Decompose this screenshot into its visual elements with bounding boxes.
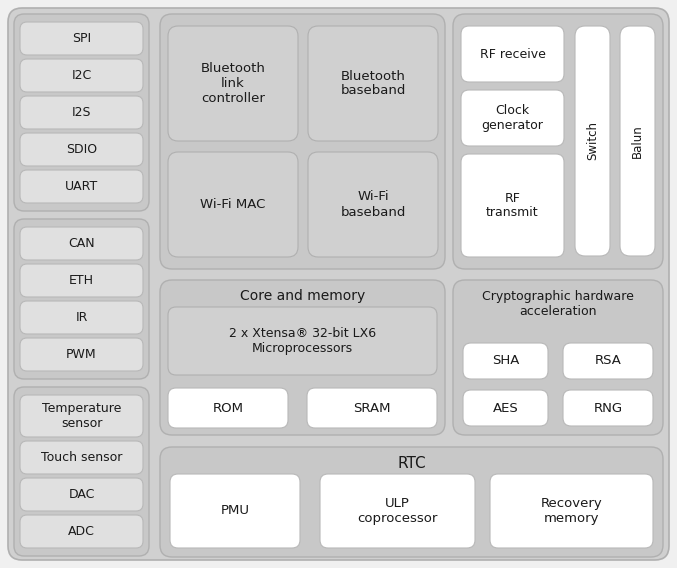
Text: Core and memory: Core and memory	[240, 289, 365, 303]
Text: Bluetooth
baseband: Bluetooth baseband	[341, 69, 406, 98]
Text: I2C: I2C	[71, 69, 91, 82]
FancyBboxPatch shape	[20, 441, 143, 474]
FancyBboxPatch shape	[14, 387, 149, 556]
Text: RSA: RSA	[594, 354, 621, 367]
FancyBboxPatch shape	[453, 280, 663, 435]
Text: SRAM: SRAM	[353, 402, 391, 415]
FancyBboxPatch shape	[461, 154, 564, 257]
Text: DAC: DAC	[68, 488, 95, 501]
FancyBboxPatch shape	[20, 338, 143, 371]
FancyBboxPatch shape	[168, 152, 298, 257]
FancyBboxPatch shape	[308, 152, 438, 257]
FancyBboxPatch shape	[14, 14, 149, 211]
Text: ROM: ROM	[213, 402, 244, 415]
FancyBboxPatch shape	[620, 26, 655, 256]
Text: PWM: PWM	[66, 348, 97, 361]
FancyBboxPatch shape	[20, 133, 143, 166]
Text: Wi-Fi MAC: Wi-Fi MAC	[200, 198, 265, 211]
Text: Wi-Fi
baseband: Wi-Fi baseband	[341, 190, 406, 219]
FancyBboxPatch shape	[20, 59, 143, 92]
FancyBboxPatch shape	[20, 478, 143, 511]
Text: SDIO: SDIO	[66, 143, 97, 156]
Text: Clock
generator: Clock generator	[481, 104, 544, 132]
FancyBboxPatch shape	[20, 22, 143, 55]
FancyBboxPatch shape	[563, 390, 653, 426]
FancyBboxPatch shape	[308, 26, 438, 141]
Text: PMU: PMU	[221, 504, 250, 517]
Text: UART: UART	[65, 180, 98, 193]
Text: CAN: CAN	[68, 237, 95, 250]
Text: 2 x Xtensa® 32-bit LX6
Microprocessors: 2 x Xtensa® 32-bit LX6 Microprocessors	[229, 327, 376, 355]
FancyBboxPatch shape	[307, 388, 437, 428]
FancyBboxPatch shape	[20, 96, 143, 129]
FancyBboxPatch shape	[20, 264, 143, 297]
Text: Temperature
sensor: Temperature sensor	[42, 402, 121, 430]
Text: Bluetooth
link
controller: Bluetooth link controller	[200, 62, 265, 105]
FancyBboxPatch shape	[320, 474, 475, 548]
Text: I2S: I2S	[72, 106, 91, 119]
Text: ETH: ETH	[69, 274, 94, 287]
Text: RF
transmit: RF transmit	[486, 191, 539, 219]
FancyBboxPatch shape	[170, 474, 300, 548]
FancyBboxPatch shape	[20, 301, 143, 334]
Text: Balun: Balun	[631, 124, 644, 158]
FancyBboxPatch shape	[20, 227, 143, 260]
FancyBboxPatch shape	[160, 280, 445, 435]
FancyBboxPatch shape	[8, 8, 669, 560]
FancyBboxPatch shape	[461, 26, 564, 82]
Text: SPI: SPI	[72, 32, 91, 45]
Text: AES: AES	[493, 402, 519, 415]
Text: Cryptographic hardware
acceleration: Cryptographic hardware acceleration	[482, 290, 634, 318]
Text: ULP
coprocessor: ULP coprocessor	[357, 497, 438, 525]
FancyBboxPatch shape	[490, 474, 653, 548]
Text: Switch: Switch	[586, 122, 599, 161]
FancyBboxPatch shape	[168, 388, 288, 428]
FancyBboxPatch shape	[463, 343, 548, 379]
Text: IR: IR	[75, 311, 88, 324]
Text: Recovery
memory: Recovery memory	[541, 497, 603, 525]
FancyBboxPatch shape	[168, 26, 298, 141]
FancyBboxPatch shape	[160, 14, 445, 269]
FancyBboxPatch shape	[461, 90, 564, 146]
Text: RF receive: RF receive	[479, 48, 546, 61]
FancyBboxPatch shape	[168, 307, 437, 375]
Text: RTC: RTC	[397, 456, 426, 470]
FancyBboxPatch shape	[160, 447, 663, 557]
Text: Touch sensor: Touch sensor	[41, 451, 122, 464]
FancyBboxPatch shape	[575, 26, 610, 256]
FancyBboxPatch shape	[20, 395, 143, 437]
FancyBboxPatch shape	[20, 515, 143, 548]
Text: SHA: SHA	[492, 354, 519, 367]
FancyBboxPatch shape	[563, 343, 653, 379]
Text: RNG: RNG	[594, 402, 623, 415]
FancyBboxPatch shape	[14, 219, 149, 379]
FancyBboxPatch shape	[463, 390, 548, 426]
FancyBboxPatch shape	[20, 170, 143, 203]
Text: ADC: ADC	[68, 525, 95, 538]
FancyBboxPatch shape	[453, 14, 663, 269]
